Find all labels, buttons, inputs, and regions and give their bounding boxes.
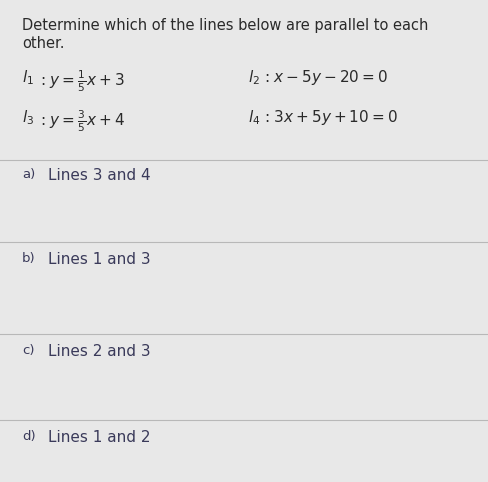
Text: Determine which of the lines below are parallel to each: Determine which of the lines below are p… bbox=[22, 18, 427, 33]
Text: : $x-5y-20=0$: : $x-5y-20=0$ bbox=[264, 68, 387, 87]
Text: $\mathit{l}_2$: $\mathit{l}_2$ bbox=[247, 68, 260, 87]
Text: Lines 3 and 4: Lines 3 and 4 bbox=[48, 168, 150, 183]
Text: Lines 1 and 2: Lines 1 and 2 bbox=[48, 430, 150, 445]
Text: other.: other. bbox=[22, 36, 64, 51]
Text: c): c) bbox=[22, 344, 35, 357]
Text: $\mathit{l}_4$: $\mathit{l}_4$ bbox=[247, 108, 260, 127]
Text: d): d) bbox=[22, 430, 36, 443]
Text: : $3x+5y+10=0$: : $3x+5y+10=0$ bbox=[264, 108, 397, 127]
Text: : $y=\frac{1}{5}x+3$: : $y=\frac{1}{5}x+3$ bbox=[40, 68, 124, 94]
Text: b): b) bbox=[22, 252, 36, 265]
Text: a): a) bbox=[22, 168, 35, 181]
Text: $\mathit{l}_1$: $\mathit{l}_1$ bbox=[22, 68, 34, 87]
Text: Lines 1 and 3: Lines 1 and 3 bbox=[48, 252, 150, 267]
Text: Lines 2 and 3: Lines 2 and 3 bbox=[48, 344, 150, 359]
Text: $\mathit{l}_3$: $\mathit{l}_3$ bbox=[22, 108, 34, 127]
Text: : $y=\frac{3}{5}x+4$: : $y=\frac{3}{5}x+4$ bbox=[40, 108, 125, 134]
